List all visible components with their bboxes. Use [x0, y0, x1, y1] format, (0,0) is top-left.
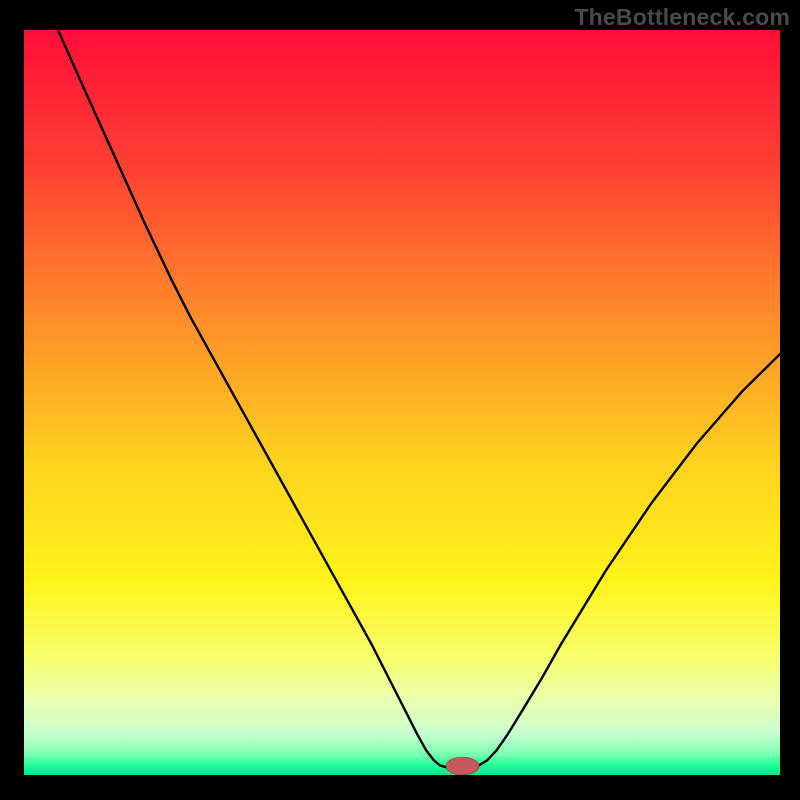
chart-svg: [24, 30, 780, 775]
gradient-background: [24, 30, 780, 775]
watermark-text: TheBottleneck.com: [574, 4, 790, 31]
chart-frame: TheBottleneck.com: [0, 0, 800, 800]
optimal-marker: [446, 757, 479, 775]
plot-area: [24, 30, 780, 775]
